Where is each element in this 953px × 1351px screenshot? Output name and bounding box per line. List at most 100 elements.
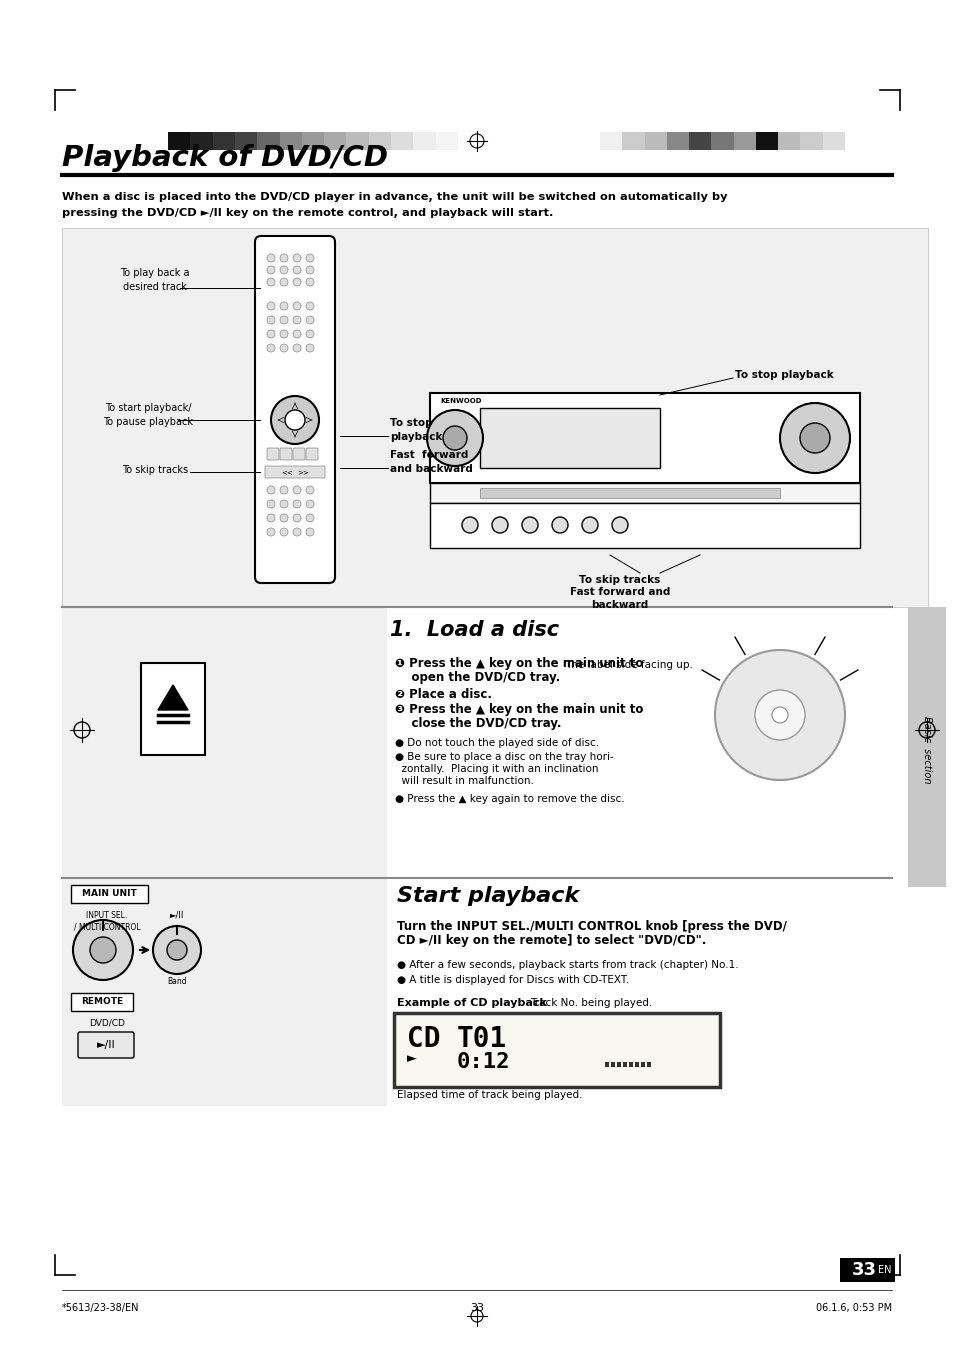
Text: 33: 33 <box>851 1260 876 1279</box>
Text: Fast  forward
and backward: Fast forward and backward <box>390 450 473 474</box>
Circle shape <box>306 486 314 494</box>
Bar <box>646 1062 650 1067</box>
Circle shape <box>306 528 314 536</box>
Circle shape <box>267 345 274 353</box>
FancyBboxPatch shape <box>141 663 205 755</box>
Circle shape <box>442 426 467 450</box>
Circle shape <box>280 486 288 494</box>
Circle shape <box>552 517 567 534</box>
Circle shape <box>293 266 301 274</box>
Bar <box>640 1062 644 1067</box>
Circle shape <box>492 517 507 534</box>
Circle shape <box>293 486 301 494</box>
Bar <box>635 1062 639 1067</box>
FancyBboxPatch shape <box>293 449 305 459</box>
Circle shape <box>280 254 288 262</box>
Text: When a disc is placed into the DVD/CD player in advance, the unit will be switch: When a disc is placed into the DVD/CD pl… <box>62 192 727 203</box>
Text: 06.1.6, 0:53 PM: 06.1.6, 0:53 PM <box>815 1302 891 1313</box>
FancyBboxPatch shape <box>71 993 132 1011</box>
Text: Start playback: Start playback <box>396 886 578 907</box>
Text: Playback of DVD/CD: Playback of DVD/CD <box>62 145 388 172</box>
Bar <box>621 132 644 150</box>
Bar <box>62 607 387 877</box>
Circle shape <box>306 345 314 353</box>
Circle shape <box>293 528 301 536</box>
Text: ❷ Place a disc.: ❷ Place a disc. <box>395 688 492 701</box>
Text: open the DVD/CD tray.: open the DVD/CD tray. <box>395 671 559 684</box>
Text: *5613/23-38/EN: *5613/23-38/EN <box>62 1302 139 1313</box>
Text: 33: 33 <box>470 1302 483 1313</box>
Bar <box>628 1062 633 1067</box>
Text: <<: << <box>281 469 293 476</box>
Text: ►/II: ►/II <box>170 911 184 920</box>
Bar <box>190 132 213 150</box>
Text: ►/II: ►/II <box>96 1040 115 1050</box>
Circle shape <box>293 316 301 324</box>
Circle shape <box>306 266 314 274</box>
Circle shape <box>306 500 314 508</box>
Text: ❶ Press the ▲ key on the main unit to: ❶ Press the ▲ key on the main unit to <box>395 657 642 670</box>
Circle shape <box>293 303 301 309</box>
Circle shape <box>293 513 301 521</box>
Bar <box>599 132 621 150</box>
Text: KENWOOD: KENWOOD <box>439 399 481 404</box>
Text: will result in malfunction.: will result in malfunction. <box>395 775 534 786</box>
Circle shape <box>306 303 314 309</box>
Circle shape <box>90 938 116 963</box>
Circle shape <box>306 278 314 286</box>
Circle shape <box>293 254 301 262</box>
Text: T01: T01 <box>456 1025 507 1052</box>
Text: ►: ► <box>407 1052 416 1065</box>
Text: Band: Band <box>167 977 187 986</box>
FancyBboxPatch shape <box>394 1013 720 1088</box>
FancyBboxPatch shape <box>254 236 335 584</box>
Bar <box>413 132 436 150</box>
Bar <box>430 484 859 503</box>
Circle shape <box>280 266 288 274</box>
Text: To stop
playback: To stop playback <box>390 419 442 442</box>
Circle shape <box>280 513 288 521</box>
Circle shape <box>280 500 288 508</box>
Text: To start playback/
To pause playback: To start playback/ To pause playback <box>103 404 193 427</box>
Bar <box>62 228 927 607</box>
Bar <box>301 132 324 150</box>
Circle shape <box>780 403 849 473</box>
Circle shape <box>267 513 274 521</box>
Text: zontally.  Placing it with an inclination: zontally. Placing it with an inclination <box>395 765 598 774</box>
Circle shape <box>267 254 274 262</box>
Text: 0:12: 0:12 <box>456 1052 510 1071</box>
Circle shape <box>167 940 187 961</box>
Bar <box>234 132 257 150</box>
Bar <box>688 132 711 150</box>
Circle shape <box>771 707 787 723</box>
FancyBboxPatch shape <box>71 885 148 902</box>
Circle shape <box>714 650 844 780</box>
Bar <box>479 408 659 467</box>
Circle shape <box>800 423 829 453</box>
Bar <box>666 132 688 150</box>
Bar <box>257 132 279 150</box>
Bar <box>430 503 859 549</box>
Text: EN: EN <box>877 1265 890 1275</box>
Bar <box>168 132 190 150</box>
Bar <box>644 132 666 150</box>
Bar <box>907 607 945 888</box>
FancyBboxPatch shape <box>265 466 325 478</box>
FancyBboxPatch shape <box>78 1032 133 1058</box>
Circle shape <box>280 278 288 286</box>
Circle shape <box>293 345 301 353</box>
Circle shape <box>427 409 482 466</box>
Circle shape <box>306 330 314 338</box>
Circle shape <box>73 920 132 979</box>
Circle shape <box>280 330 288 338</box>
Bar <box>436 132 457 150</box>
Circle shape <box>267 278 274 286</box>
Circle shape <box>306 316 314 324</box>
Bar <box>324 132 346 150</box>
Text: Elapsed time of track being played.: Elapsed time of track being played. <box>396 1090 582 1100</box>
Circle shape <box>293 500 301 508</box>
FancyBboxPatch shape <box>267 449 278 459</box>
Text: Turn the INPUT SEL./MULTI CONTROL knob [press the DVD/: Turn the INPUT SEL./MULTI CONTROL knob [… <box>396 920 786 934</box>
Circle shape <box>271 396 318 444</box>
Text: To skip tracks: To skip tracks <box>122 465 188 476</box>
